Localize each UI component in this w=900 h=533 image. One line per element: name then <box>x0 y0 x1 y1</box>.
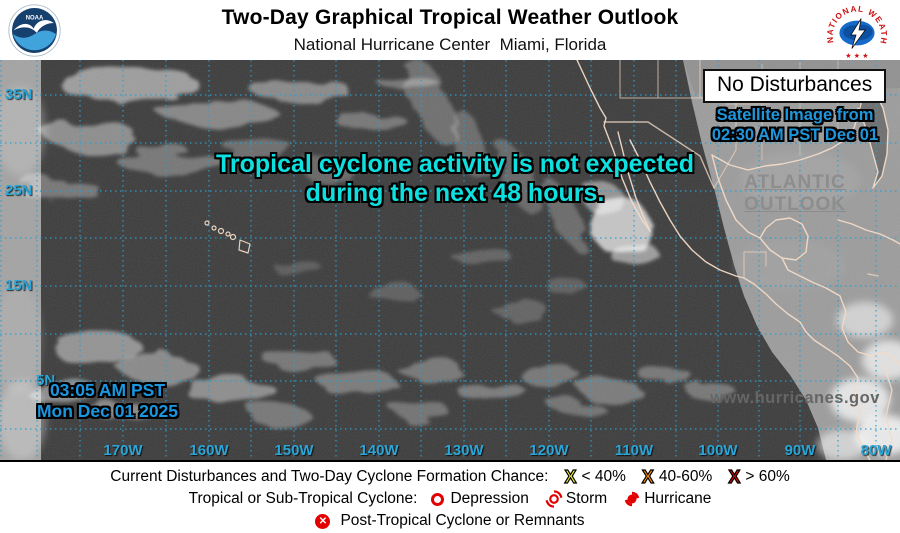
legend-row-post-tropical: ✕ Post-Tropical Cyclone or Remnants <box>0 511 900 531</box>
satellite-imagery <box>0 60 900 460</box>
lon-label: 140W <box>359 442 399 459</box>
high-chance-label: > 60% <box>745 468 790 485</box>
hurricane-label: Hurricane <box>644 490 712 507</box>
high-chance-x-icon: X <box>728 467 741 487</box>
medium-chance-x-icon: X <box>641 467 654 487</box>
noaa-logo-icon: NOAA <box>7 3 62 58</box>
lon-label: 100W <box>698 442 738 459</box>
status-box: No Disturbances <box>703 69 887 103</box>
post-tropical-icon: ✕ <box>315 513 331 529</box>
svg-text:NOAA: NOAA <box>26 16 44 22</box>
hurricane-icon <box>625 491 640 507</box>
lon-label: 170W <box>103 442 143 459</box>
satellite-caption-line2: 02:30 AM PST Dec 01 <box>711 126 879 144</box>
outlook-message-line1: Tropical cyclone activity is not expecte… <box>216 150 694 178</box>
lon-label: 120W <box>529 442 569 459</box>
atlantic-outlook-line2: OUTLOOK <box>744 194 846 215</box>
tropical-storm-icon <box>545 490 563 508</box>
atlantic-outlook-line1: ATLANTIC <box>744 172 846 193</box>
lon-label: 160W <box>189 442 229 459</box>
lat-label: 35N <box>5 86 33 103</box>
issuance-time: 03:05 AM PST <box>49 380 166 400</box>
website-watermark: www.hurricanes.gov <box>710 389 880 407</box>
medium-chance-label: 40-60% <box>658 468 713 485</box>
lon-label: 130W <box>444 442 484 459</box>
chance-low: X < 40% <box>548 467 626 487</box>
post-tropical-label: Post-Tropical Cyclone or Remnants <box>340 512 585 529</box>
legend-chance-label: Current Disturbances and Two-Day Cyclone… <box>110 468 549 485</box>
svg-text:★ ★ ★: ★ ★ ★ <box>845 51 868 60</box>
satellite-caption-line1: Satellite Image from <box>716 106 874 124</box>
depression-label: Depression <box>450 490 529 507</box>
outlook-message: Tropical cyclone activity is not expecte… <box>0 150 900 208</box>
depression-icon <box>431 492 445 506</box>
lon-label: 110W <box>614 442 654 459</box>
low-chance-x-icon: X <box>564 467 577 487</box>
nws-logo-icon: NATIONAL WEATHER SERVICE ★ ★ ★ <box>826 1 887 62</box>
lat-label: 5N <box>36 372 56 389</box>
chance-medium: X 40-60% <box>626 467 713 487</box>
storm-label: Storm <box>565 490 608 507</box>
lat-label: 25N <box>5 182 33 199</box>
header: NOAA Two-Day Graphical Tropical Weather … <box>0 0 900 62</box>
satellite-caption: Satellite Image from 02:30 AM PST Dec 01 <box>655 105 900 145</box>
page-title: Two-Day Graphical Tropical Weather Outlo… <box>221 6 679 29</box>
page-subtitle: National Hurricane Center Miami, Florida <box>293 35 607 54</box>
lat-label: 15N <box>5 277 33 294</box>
low-chance-label: < 40% <box>581 468 626 485</box>
lon-label: 80W <box>860 442 892 459</box>
issuance-date: Mon Dec 01 2025 <box>36 401 179 421</box>
lon-label: 90W <box>784 442 816 459</box>
lon-label: 150W <box>274 442 314 459</box>
legend-row-formation-chance: Current Disturbances and Two-Day Cyclone… <box>0 467 900 487</box>
satellite-map: 35N 25N 15N 5N 170W 160W 150W 140W 130W 120W 110W… <box>0 60 900 462</box>
issuance-timestamp: 03:05 AM PST Mon Dec 01 2025 <box>20 380 195 422</box>
legend-cyclone-label: Tropical or Sub-Tropical Cyclone: <box>188 490 418 507</box>
legend-row-cyclone-types: Tropical or Sub-Tropical Cyclone: Depres… <box>0 489 900 509</box>
chance-high: X > 60% <box>712 467 790 487</box>
legend: Current Disturbances and Two-Day Cyclone… <box>0 462 900 533</box>
outlook-message-line2: during the next 48 hours. <box>305 179 605 207</box>
atlantic-outlook-link[interactable]: ATLANTIC OUTLOOK <box>655 172 900 216</box>
